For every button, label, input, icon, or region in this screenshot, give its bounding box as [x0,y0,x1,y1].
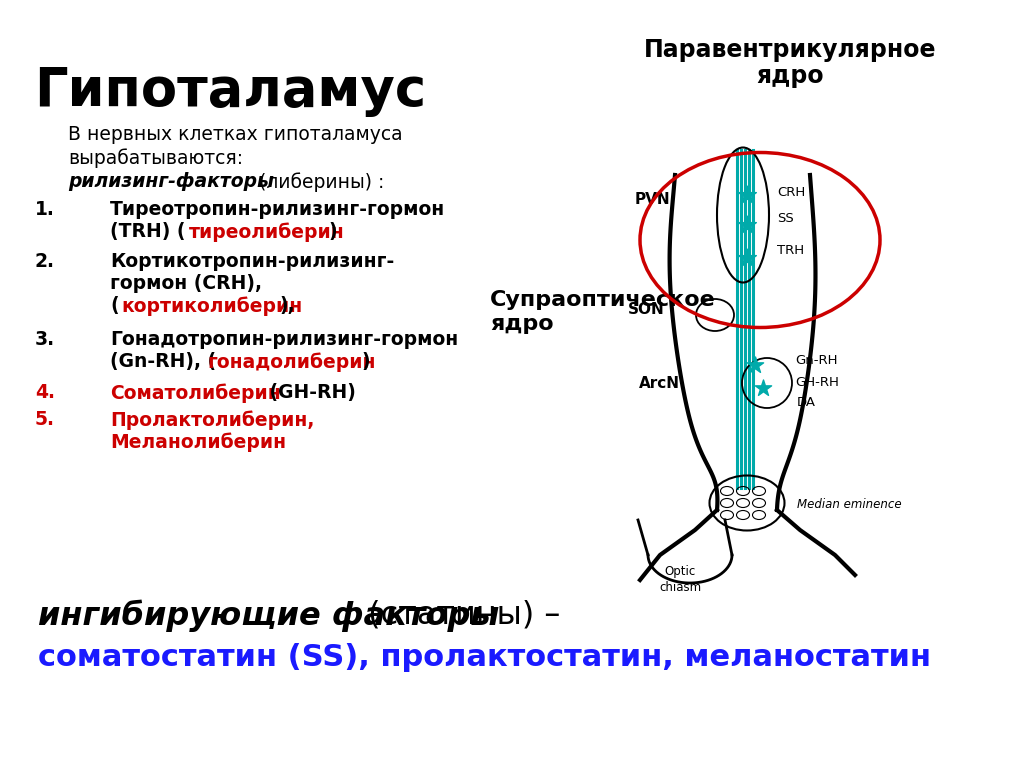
Text: Кортикотропин-рилизинг-: Кортикотропин-рилизинг- [110,252,394,271]
Text: Пролактолиберин,: Пролактолиберин, [110,410,314,430]
Text: SS: SS [777,212,794,225]
Point [738,189,755,201]
Text: ядро: ядро [490,314,554,334]
Text: Гипоталамус: Гипоталамус [34,65,426,117]
Text: (: ( [110,296,119,315]
Text: В нервных клетках гипоталамуса: В нервных клетках гипоталамуса [68,125,402,144]
Text: Супраоптическое: Супраоптическое [490,290,716,310]
Text: Соматолиберин: Соматолиберин [110,383,281,403]
Point [738,252,755,264]
Text: 1.: 1. [35,200,55,219]
Text: CRH: CRH [777,186,805,199]
Text: TRH: TRH [777,243,804,256]
Text: ингибирующие факторы: ингибирующие факторы [38,600,500,633]
Text: Меланолиберин: Меланолиберин [110,432,286,452]
Text: ),: ), [279,296,295,315]
Text: SON: SON [629,302,665,318]
Text: ): ) [328,222,337,241]
Point [738,219,755,231]
Text: Паравентрикулярное: Паравентрикулярное [644,38,936,62]
Text: 4.: 4. [35,383,55,402]
Text: ArcN: ArcN [639,376,680,390]
Point [746,359,763,371]
Text: вырабатываются:: вырабатываются: [68,148,243,168]
Text: (GH-RH): (GH-RH) [263,383,356,402]
Text: Гонадотропин-рилизинг-гормон: Гонадотропин-рилизинг-гормон [110,330,459,349]
Text: 5.: 5. [35,410,55,429]
Text: Gn-RH: Gn-RH [795,354,838,367]
Text: кортиколиберин: кортиколиберин [121,296,302,315]
Text: Optic: Optic [665,565,695,578]
Text: PVN: PVN [635,193,670,208]
Text: ядро: ядро [756,64,824,88]
Text: (статины) –: (статины) – [358,600,560,631]
Text: соматостатин (SS), пролактостатин, меланостатин: соматостатин (SS), пролактостатин, мелан… [38,643,931,672]
Text: тиреолиберин: тиреолиберин [189,222,345,242]
Text: (либерины) :: (либерины) : [253,172,384,192]
Text: chiasm: chiasm [658,581,701,594]
Text: 2.: 2. [35,252,55,271]
Text: GH-RH: GH-RH [795,376,839,389]
Point [755,382,771,394]
Text: Median eminence: Median eminence [797,499,901,512]
Text: (TRH) (: (TRH) ( [110,222,185,241]
Text: DA: DA [797,397,816,410]
Text: гонадолиберин: гонадолиберин [207,352,376,371]
Text: (Gn-RH), (: (Gn-RH), ( [110,352,216,371]
Text: Тиреотропин-рилизинг-гормон: Тиреотропин-рилизинг-гормон [110,200,445,219]
Text: 3.: 3. [35,330,55,349]
Text: рилизинг-факторы: рилизинг-факторы [68,172,274,191]
Text: ): ) [361,352,370,371]
Text: гормон (CRH),: гормон (CRH), [110,274,262,293]
